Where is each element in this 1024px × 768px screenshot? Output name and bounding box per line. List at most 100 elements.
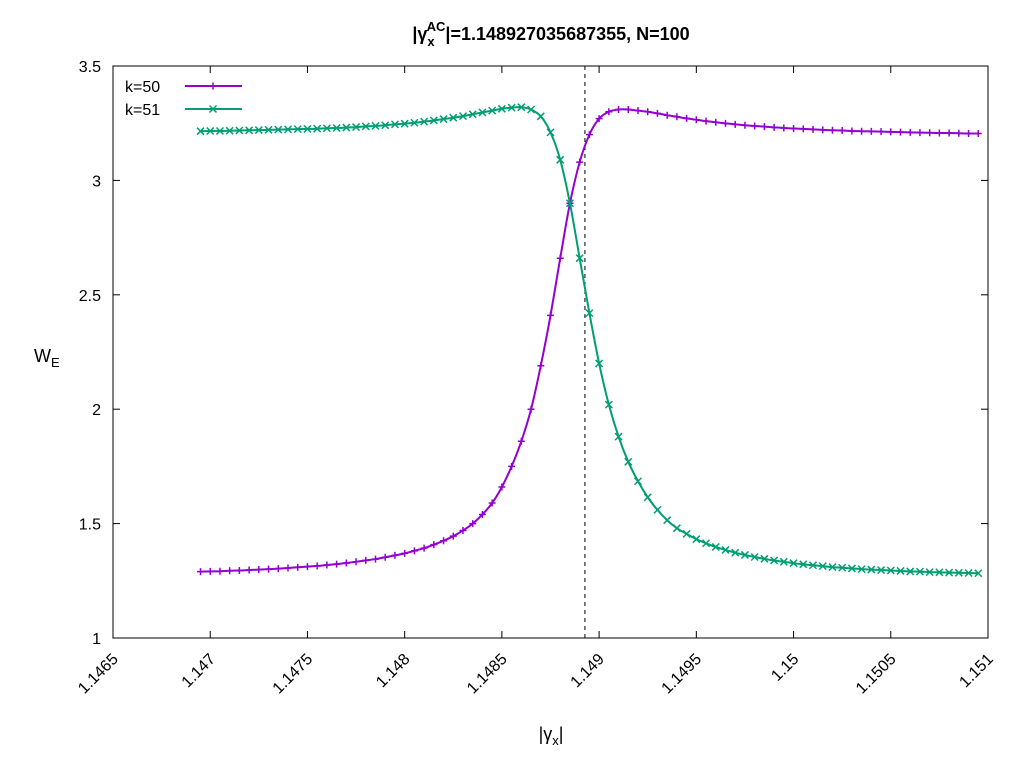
data-point bbox=[585, 131, 593, 139]
data-point bbox=[371, 121, 380, 130]
data-point bbox=[915, 567, 924, 576]
y-tick-label: 2 bbox=[92, 402, 101, 419]
data-point bbox=[576, 158, 584, 166]
data-point bbox=[372, 555, 379, 563]
data-point bbox=[877, 128, 885, 136]
data-point bbox=[235, 126, 244, 135]
data-point bbox=[926, 129, 934, 137]
data-point bbox=[760, 554, 769, 563]
data-point bbox=[887, 128, 895, 136]
plot-area bbox=[196, 66, 983, 638]
series-k=50 bbox=[197, 105, 982, 576]
data-point bbox=[391, 551, 399, 559]
x-axis-label: |γx| bbox=[539, 724, 564, 748]
data-point bbox=[595, 115, 603, 123]
data-point bbox=[439, 115, 448, 124]
data-point bbox=[838, 127, 846, 135]
data-point bbox=[673, 113, 681, 121]
data-point bbox=[634, 107, 642, 115]
data-point bbox=[848, 127, 856, 135]
data-point bbox=[605, 108, 613, 116]
data-point bbox=[672, 524, 681, 533]
data-point bbox=[731, 548, 740, 557]
data-point bbox=[245, 126, 254, 135]
data-point bbox=[196, 127, 205, 136]
data-point bbox=[313, 124, 322, 133]
data-point bbox=[770, 556, 779, 565]
data-point bbox=[303, 563, 311, 571]
y-tick-label: 1.5 bbox=[79, 517, 101, 534]
data-point bbox=[819, 126, 827, 134]
data-point bbox=[264, 125, 273, 134]
data-point bbox=[420, 544, 428, 552]
data-point bbox=[954, 568, 963, 577]
data-point bbox=[206, 126, 215, 136]
data-point bbox=[537, 362, 545, 370]
data-point bbox=[361, 122, 370, 131]
data-point bbox=[731, 120, 739, 128]
data-point bbox=[615, 105, 623, 113]
data-point bbox=[847, 564, 856, 573]
data-point bbox=[779, 557, 788, 566]
data-point bbox=[965, 129, 973, 137]
data-point bbox=[770, 123, 778, 131]
data-point bbox=[877, 566, 886, 575]
data-point bbox=[955, 129, 963, 137]
data-point bbox=[274, 565, 282, 573]
legend-label: k=51 bbox=[125, 102, 160, 119]
data-point bbox=[808, 561, 818, 570]
data-point bbox=[828, 126, 836, 134]
data-point bbox=[711, 542, 720, 551]
data-point bbox=[469, 520, 477, 528]
data-point bbox=[556, 155, 565, 164]
data-point bbox=[283, 125, 293, 134]
data-point bbox=[935, 568, 944, 577]
data-point bbox=[682, 529, 691, 538]
data-point bbox=[858, 127, 866, 135]
data-point bbox=[284, 564, 292, 572]
data-point bbox=[896, 566, 905, 575]
data-point bbox=[381, 121, 390, 130]
data-point bbox=[420, 117, 429, 126]
data-point bbox=[857, 565, 866, 574]
data-point bbox=[527, 405, 535, 413]
data-point bbox=[740, 550, 749, 559]
data-point bbox=[897, 128, 904, 136]
data-point bbox=[751, 122, 759, 130]
data-point bbox=[225, 126, 234, 135]
data-point bbox=[780, 124, 788, 132]
data-point bbox=[323, 561, 331, 569]
data-point bbox=[527, 105, 536, 114]
data-point bbox=[624, 105, 632, 113]
data-point bbox=[663, 516, 672, 525]
data-point bbox=[799, 560, 808, 569]
data-point bbox=[935, 129, 943, 137]
data-point bbox=[906, 128, 914, 136]
data-point bbox=[945, 129, 953, 137]
data-point bbox=[547, 311, 554, 319]
data-point bbox=[818, 562, 827, 571]
data-point bbox=[702, 539, 711, 548]
data-point bbox=[653, 505, 662, 514]
data-point bbox=[216, 567, 224, 575]
data-point bbox=[254, 126, 263, 135]
data-point bbox=[468, 110, 477, 119]
data-point bbox=[293, 125, 302, 134]
data-point bbox=[429, 116, 438, 125]
data-point bbox=[741, 121, 749, 129]
data-point bbox=[536, 112, 545, 121]
data-point bbox=[265, 565, 273, 573]
legend: k=50 k=51 bbox=[125, 79, 242, 119]
data-point bbox=[517, 103, 526, 112]
data-point bbox=[663, 111, 671, 119]
data-point bbox=[362, 556, 370, 564]
data-point bbox=[352, 123, 361, 132]
data-point bbox=[614, 432, 623, 441]
data-point bbox=[197, 568, 204, 576]
chart-title: |γxAC|=1.148927035687355, N=100 bbox=[412, 19, 689, 49]
plot-frame bbox=[112, 65, 989, 639]
data-point bbox=[206, 567, 214, 575]
data-point bbox=[702, 117, 710, 125]
data-point bbox=[721, 545, 730, 554]
